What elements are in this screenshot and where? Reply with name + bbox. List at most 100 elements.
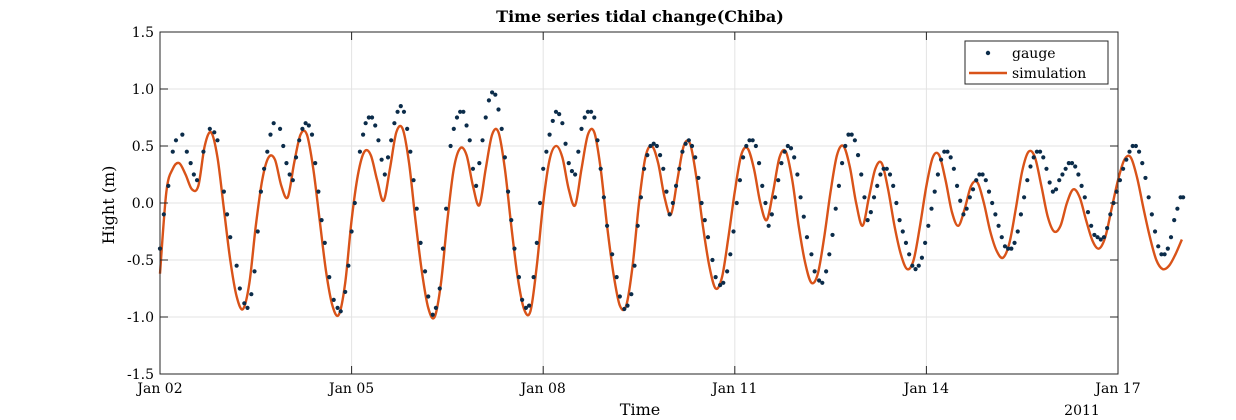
gauge-point [228,235,233,240]
gauge-point [635,223,640,228]
gauge-point [290,178,295,183]
gauge-point [343,289,348,295]
gauge-point [645,153,650,158]
gauge-point [1018,212,1024,217]
gauge-point [426,294,431,299]
legend-simulation-label: simulation [1012,66,1086,82]
y-axis-ticks: -1.5 -1.0 -0.5 0.0 0.5 1.0 1.5 [127,25,1118,383]
gauge-point [255,229,260,234]
gauge-point [750,138,755,143]
x-tick-label: Jan 08 [519,381,566,397]
gauge-point [1098,237,1103,242]
gauge-point [843,143,848,149]
gauge-point [385,155,391,160]
gauge-point [335,305,340,310]
gauge-point [903,240,909,245]
gauge-point [673,183,679,188]
gauge-point [1031,155,1036,160]
gauge-point [346,263,351,268]
gauge-point [1041,155,1046,160]
gauge-point [689,143,695,149]
gauge-point [967,195,972,200]
gauge-point [1133,143,1138,149]
gauge-point [776,178,781,183]
gauge-point [516,275,522,280]
gauge-point [1121,166,1126,171]
gauge-point [865,218,870,223]
gauge-point [527,303,532,308]
gauge-point [661,166,666,171]
gauge-point [316,189,321,194]
gauge-point [493,92,498,97]
gauge-point [422,269,428,274]
gauge-point [693,155,698,160]
gauge-point [1162,252,1167,257]
gauge-point [990,200,995,206]
gauge-point [327,275,332,280]
gauge-point [309,132,315,137]
gauge-point [617,294,622,299]
gauge-point [942,149,947,154]
gauge-point [964,206,969,211]
gauge-point [401,109,407,114]
gauge-point [252,269,257,274]
gauge-point [480,138,485,143]
gauge-point [1105,225,1110,231]
y-tick-label: -0.5 [127,253,154,269]
gauge-point [1006,246,1011,251]
gauge-point [875,183,880,188]
gauge-point [566,161,571,166]
gauge-point [221,189,226,194]
gauge-point [1127,149,1132,154]
gauge-point [265,149,270,154]
gauge-point [632,263,637,268]
gauge-point [338,309,343,314]
y-tick-label: 0.5 [132,139,154,155]
gauge-point [996,223,1001,228]
gauge-point [983,178,988,183]
gauge-point [461,109,466,114]
y-tick-label: -1.0 [127,310,154,326]
gauge-point [798,195,803,200]
gauge-point [846,132,851,137]
gauge-point [1130,143,1135,149]
gauge-point [541,166,546,171]
gauge-point [642,166,647,171]
gauge-point [792,155,797,160]
gauge-point [833,206,838,211]
gauge-point [795,172,800,177]
gauge-point [713,275,718,280]
y-tick-label: 1.5 [132,25,154,41]
gauge-point [234,263,239,268]
gauge-point [405,126,410,131]
gauge-point [824,269,829,274]
gauge-point [184,149,189,154]
x-tick-label: Jan 14 [902,381,949,397]
gauge-point [512,246,517,251]
gauge-point [830,232,835,238]
gauge-point [622,306,627,312]
gauge-point [382,172,387,177]
gauge-point [894,200,899,206]
gauge-point [923,240,928,245]
gauge-point [747,138,752,143]
gauge-point [464,123,469,128]
gauge-point [191,172,196,177]
gauge-point [1037,149,1043,154]
gauge-point [437,286,442,291]
gauge-point [1159,252,1164,257]
gauge-point [753,143,758,149]
gauge-point [322,240,327,245]
gauge-point [520,297,525,302]
gauge-point [392,121,397,126]
gauge-point [986,189,992,194]
gauge-point [907,252,912,257]
gauge-point [331,297,336,302]
gauge-point [664,189,669,194]
gauge-point [804,235,810,240]
gauge-point [862,195,867,200]
gauge-point [357,149,362,154]
gauge-point [1047,180,1052,185]
gauge-point [573,172,578,177]
gauge-point [718,282,723,288]
